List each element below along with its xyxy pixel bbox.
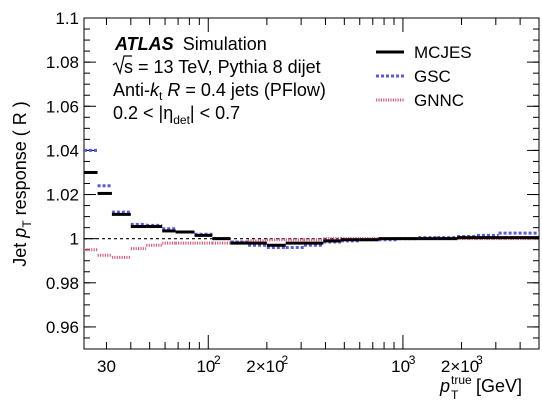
ylabel-main: Jet — [10, 238, 30, 267]
legend-mcjes-label: MCJES — [414, 43, 472, 62]
svg-text:p: p — [439, 376, 450, 396]
series-layer — [84, 148, 539, 259]
info-line4-eta: η — [163, 103, 173, 123]
ylabel-p: p — [10, 228, 30, 239]
info-line4-a: 0.2 < | — [113, 103, 163, 123]
simulation-label: Simulation — [183, 34, 267, 54]
y-ticks: 0.96 0.98 1 1.02 1.04 1.06 1.08 1.1 — [46, 9, 539, 350]
y-tick-label: 0.96 — [46, 318, 79, 337]
info-line-2: s = 13 TeV, Pythia 8 dijet — [124, 57, 321, 77]
x-ticks: 30 102 2×102 103 2×103 — [97, 18, 540, 376]
info-line3-a: Anti- — [113, 80, 150, 100]
y-tick-label: 1.06 — [46, 97, 79, 116]
info-line3-b: = 0.4 jets (PFlow) — [180, 80, 326, 100]
x-tick-exponent: 3 — [476, 353, 483, 367]
y-tick-label: 1 — [70, 230, 79, 249]
x-tick-label: 30 — [97, 357, 116, 376]
series-gsc — [84, 148, 539, 249]
y-axis-title: Jet pT response ( R ) — [10, 101, 34, 266]
x-tick-label: 2×10 — [441, 357, 479, 376]
y-tick-label: 1.02 — [46, 186, 79, 205]
legend: MCJES GSC GNNC — [376, 43, 472, 110]
info-line3-R: R — [167, 80, 180, 100]
svg-text:ATLAS Simulation: ATLAS Simulation — [114, 34, 267, 54]
ylabel-rest: response ( R ) — [10, 101, 30, 220]
x-tick-exponent: 2 — [281, 353, 288, 367]
x-tick-exponent: 2 — [214, 353, 221, 367]
info-block: ATLAS Simulation s = 13 TeV, Pythia 8 di… — [112, 34, 326, 127]
atlas-label: ATLAS — [114, 34, 174, 54]
legend-gnnc-label: GNNC — [414, 91, 464, 110]
info-line4-b: | < 0.7 — [190, 103, 240, 123]
ylabel-sub: T — [20, 220, 34, 228]
legend-gsc-label: GSC — [414, 67, 451, 86]
x-tick-label: 2×10 — [246, 357, 284, 376]
y-tick-label: 0.98 — [46, 274, 79, 293]
info-line4-sub: det — [173, 113, 190, 127]
svg-text:Anti-kt R = 0.4 jets (PFlow): Anti-kt R = 0.4 jets (PFlow) — [113, 80, 326, 103]
xlabel-unit: [GeV] — [476, 376, 522, 396]
svg-text:0.2 < |ηdet| < 0.7: 0.2 < |ηdet| < 0.7 — [113, 103, 240, 127]
x-tick-exponent: 3 — [409, 353, 416, 367]
x-axis-title: p true T [GeV] — [439, 373, 522, 402]
series-gnnc — [84, 237, 539, 259]
series-mcjes — [84, 170, 539, 247]
xlabel-sup: true — [451, 373, 472, 387]
sqrt-symbol — [112, 55, 132, 75]
x-tick-label: 10 — [196, 357, 215, 376]
x-tick-label: 10 — [391, 357, 410, 376]
y-tick-label: 1.08 — [46, 53, 79, 72]
y-tick-label: 1.1 — [55, 9, 79, 28]
xlabel-main: p — [439, 376, 450, 396]
y-tick-label: 1.04 — [46, 141, 79, 160]
info-line3-t: t — [159, 89, 163, 103]
svg-text:Jet pT response ( R ): Jet pT response ( R ) — [10, 101, 34, 266]
info-line3-k: k — [150, 80, 160, 100]
xlabel-sub: T — [451, 388, 459, 402]
